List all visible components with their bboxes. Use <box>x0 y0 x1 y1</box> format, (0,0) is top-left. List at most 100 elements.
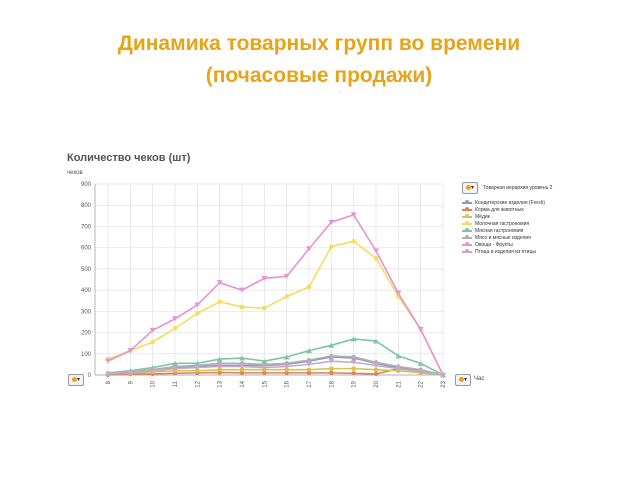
legend-entry[interactable]: Молочная гастрономия <box>462 220 552 227</box>
legend-entry[interactable]: Мясо и мясные изделия <box>462 234 552 241</box>
data-point <box>328 358 335 364</box>
x-tick-label: 9 <box>128 380 134 384</box>
data-point <box>417 360 424 366</box>
data-point <box>240 367 244 372</box>
data-point <box>217 367 222 372</box>
data-point <box>127 348 134 354</box>
legend-entry[interactable]: Птица и изделия из птицы <box>462 248 552 255</box>
data-point <box>306 246 312 252</box>
data-point <box>351 371 356 376</box>
data-point <box>328 219 335 225</box>
data-point <box>329 353 334 359</box>
x-tick-label: 17 <box>307 380 313 387</box>
y-axis-ticks: 0 100 200 300 400 500 600 700 800 900 <box>81 182 92 379</box>
legend-swatch <box>462 241 472 246</box>
legend-swatch <box>462 234 472 239</box>
data-point <box>283 354 290 360</box>
data-point <box>329 370 334 376</box>
y-tick-label: 100 <box>81 352 92 358</box>
data-point <box>396 294 401 299</box>
data-point <box>351 366 356 371</box>
selector-icon <box>465 184 471 190</box>
legend-label: Мясо и мясные изделия <box>475 234 531 241</box>
data-point <box>105 371 111 377</box>
data-point <box>374 256 378 261</box>
x-tick-label: 13 <box>218 380 224 387</box>
x-tick-label: 19 <box>352 380 358 387</box>
data-point <box>172 360 178 366</box>
data-point <box>373 371 379 377</box>
data-point <box>395 366 402 372</box>
data-point <box>306 370 312 376</box>
data-point <box>261 275 268 281</box>
x-tick-label: 16 <box>285 380 291 387</box>
series-line <box>107 367 444 376</box>
legend-label: Кондитерские изделия (Fresh) <box>475 199 546 206</box>
y-axis-unit-label: чеков <box>67 170 83 176</box>
y-tick-label: 300 <box>81 309 92 315</box>
y-tick-label: 500 <box>81 267 92 273</box>
x-tick-label: 22 <box>419 380 425 387</box>
x-tick-label: 10 <box>151 380 157 387</box>
chart-grid <box>94 183 444 376</box>
x-tick-label: 20 <box>374 380 380 387</box>
legend-entry[interactable]: Мёдик <box>462 213 552 220</box>
data-point <box>216 356 223 362</box>
series-line <box>107 360 444 376</box>
legend-entry[interactable]: Корма для животных <box>462 206 552 213</box>
data-point <box>350 212 357 218</box>
x-tick-label: 18 <box>329 380 335 387</box>
series-3 <box>106 239 445 377</box>
slide-title-line1: Динамика товарных групп во времени <box>117 32 521 55</box>
data-point <box>172 316 178 322</box>
data-point <box>194 302 201 308</box>
data-point <box>283 273 290 279</box>
data-point <box>262 306 267 311</box>
legend-entry[interactable]: Кондитерские изделия (Fresh) <box>462 199 552 206</box>
y-tick-label: 400 <box>81 288 92 294</box>
data-point <box>239 287 245 293</box>
chart-legend: ▾ Товарная иерархия уровень 2 Кондитерск… <box>462 182 552 255</box>
x-axis-dimension-selector[interactable]: ▾ <box>455 374 471 386</box>
data-point <box>373 362 379 368</box>
legend-swatch <box>462 248 472 253</box>
legend-label: Молочная гастрономия <box>475 220 530 227</box>
data-point <box>216 280 223 286</box>
y-tick-label: 200 <box>81 331 92 337</box>
data-point <box>417 326 424 332</box>
data-point <box>261 365 268 371</box>
legend-swatch <box>462 199 472 204</box>
data-point <box>217 299 222 304</box>
series-line <box>107 213 444 376</box>
data-point <box>195 311 200 316</box>
data-point <box>150 340 155 345</box>
legend-entry[interactable]: Овощи - Фрукты <box>462 241 552 248</box>
data-point <box>440 372 446 378</box>
x-axis-unit-label: Час <box>474 376 485 382</box>
data-point <box>239 364 245 370</box>
legend-entry[interactable]: Мясная гастрономия <box>462 227 552 234</box>
data-point <box>373 338 379 344</box>
chart-panel-title: Количество чеков (шт) <box>67 152 191 164</box>
data-point <box>395 290 402 296</box>
y-tick-label: 800 <box>81 203 92 209</box>
legend-label: Птица и изделия из птицы <box>475 248 536 255</box>
y-tick-label: 900 <box>81 182 92 188</box>
data-point <box>216 364 223 370</box>
data-point <box>239 355 245 361</box>
y-tick-label: 700 <box>81 224 92 230</box>
selector-icon <box>71 376 77 382</box>
legend-dimension-selector[interactable]: ▾ <box>462 182 478 194</box>
data-point <box>172 366 178 372</box>
data-point <box>262 370 267 376</box>
data-point <box>239 370 245 376</box>
data-point <box>417 369 424 375</box>
data-point <box>374 367 378 372</box>
data-point <box>306 348 312 354</box>
x-tick-label: 11 <box>173 380 179 387</box>
y-tick-label: 0 <box>88 373 92 379</box>
data-point <box>307 284 311 289</box>
series-7 <box>105 358 446 378</box>
y-axis-dimension-selector[interactable]: ▾ <box>68 374 84 386</box>
